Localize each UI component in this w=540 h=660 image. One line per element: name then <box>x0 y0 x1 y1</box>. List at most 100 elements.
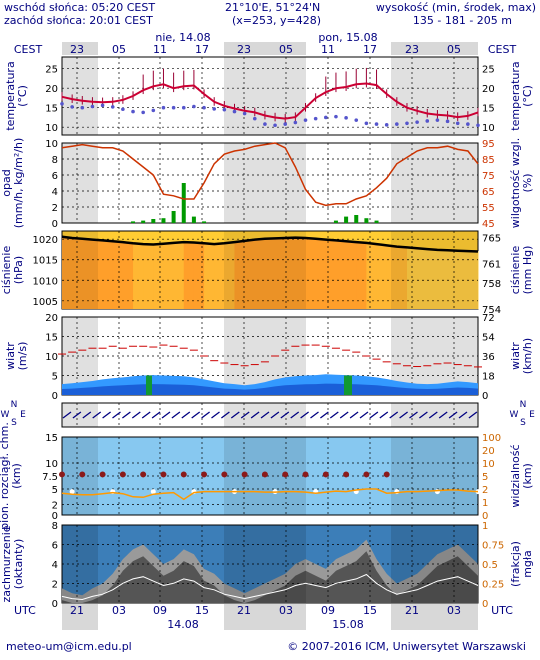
cloud-base-point <box>302 471 309 478</box>
hour-tick-label-top: 11 <box>321 43 335 56</box>
night-shade <box>224 231 306 309</box>
y-tick-left: 8 <box>52 155 58 166</box>
dewpoint-point <box>80 105 85 110</box>
ylabel-right: widzialność <box>509 444 522 507</box>
dewpoint-point <box>222 107 227 112</box>
hour-tick-label-bottom: 21 <box>70 604 84 617</box>
wind-direction-arrow <box>191 411 201 419</box>
visibility-point <box>150 489 156 495</box>
temperature-line <box>61 82 479 120</box>
visibility-line <box>61 488 479 501</box>
pressure-fill <box>234 242 246 309</box>
hour-tick-label-top: 05 <box>279 43 293 56</box>
y-tick-right: 20 <box>482 84 495 95</box>
y-tick-left: 20 <box>45 313 58 324</box>
cloud-base-point <box>201 471 208 478</box>
tz-left-top: CEST <box>14 43 43 56</box>
cloud-base-point <box>282 471 289 478</box>
pressure-fill <box>92 239 104 309</box>
y-tick-left: 0 <box>52 391 58 402</box>
dewpoint-point <box>70 105 74 109</box>
y-tick-right: 0 <box>482 391 488 402</box>
dewpoint-point <box>313 116 318 121</box>
y-tick-right: 95 <box>482 139 495 150</box>
pressure-fill <box>244 240 256 309</box>
ylabel-left: (oktanty) <box>12 539 25 590</box>
y-tick-right: 72 <box>482 313 495 324</box>
night-band <box>62 42 98 55</box>
ylabel-left: (km) <box>10 463 23 489</box>
dewpoint-point <box>354 118 359 122</box>
tz-left-bottom: UTC <box>14 604 36 617</box>
night-shade <box>391 231 478 309</box>
wind-direction-arrow <box>102 411 111 419</box>
y-tick-left: 6 <box>52 171 58 182</box>
night-band <box>391 604 478 630</box>
y-tick-right: 75 <box>482 171 495 182</box>
pressure-fill <box>72 237 83 309</box>
pressure-fill <box>417 248 428 309</box>
dewpoint-point <box>242 111 247 116</box>
y-tick-right: 1 <box>482 498 488 509</box>
compass-left: S <box>11 418 17 428</box>
cloud-base-point <box>180 471 187 478</box>
night-band <box>224 42 306 55</box>
hour-tick-label-top: 23 <box>70 43 84 56</box>
ylabel-left: wiatr <box>4 342 17 370</box>
ylabel-right: wilgotność wzgl. <box>509 138 522 228</box>
precip-bar <box>374 220 379 223</box>
y-tick-left: 0 <box>52 511 58 522</box>
dewpoint-point <box>232 109 237 114</box>
ylabel-right: ciśnienie <box>509 246 522 295</box>
y-tick-right: 758 <box>482 279 501 290</box>
hour-tick-label-top: 17 <box>363 43 377 56</box>
wind-direction-arrow <box>221 411 230 419</box>
cloud-base-point <box>99 471 106 478</box>
ylabel-left: zachmurzenie <box>0 525 13 602</box>
wind-direction-arrow <box>399 411 408 419</box>
wind-direction-arrow <box>419 411 428 419</box>
pressure-fill <box>447 250 459 309</box>
y-tick-left: 5 <box>52 372 58 383</box>
pressure-fill <box>315 238 327 309</box>
sunrise-text: wschód słońca: 05:20 CEST <box>4 1 156 14</box>
precip-bar <box>354 215 359 223</box>
ylabel-left: (°C) <box>16 85 29 107</box>
y-tick-left: 0 <box>52 599 58 610</box>
cloud-base-point <box>343 471 350 478</box>
dewpoint-point <box>405 121 409 126</box>
cloud-base-point <box>383 471 390 478</box>
wind-direction-arrow <box>230 411 240 419</box>
coordinates-text: 21°10'E, 51°24'N <box>225 1 321 14</box>
y-tick-left: 2 <box>52 501 58 512</box>
night-shade <box>62 231 98 309</box>
compass-left: N <box>11 400 18 410</box>
pressure-fill <box>193 242 205 309</box>
cloud-base-point <box>322 471 329 478</box>
y-tick-left: 2 <box>52 203 58 214</box>
pressure-fill <box>376 244 388 309</box>
panel-precip_humidity <box>61 142 479 224</box>
pressure-fill <box>143 244 154 309</box>
date-label-top: nie, 14.08 <box>155 31 210 44</box>
dewpoint-point <box>60 102 64 106</box>
pressure-fill <box>427 249 438 309</box>
dewpoint-point <box>445 119 450 124</box>
height-values: 135 - 181 - 205 m <box>412 14 512 27</box>
wind-direction-arrow <box>329 411 339 419</box>
wind-direction-arrow <box>240 411 250 419</box>
pressure-fill <box>346 241 357 309</box>
wind-direction-arrow <box>448 411 458 419</box>
ylabel-left: opad <box>0 169 13 196</box>
y-tick-right: 65 <box>482 187 495 198</box>
precip-bar <box>131 221 136 223</box>
pressure-fill <box>163 243 175 309</box>
pressure-fill <box>204 243 215 309</box>
night-shade <box>391 525 478 603</box>
compass-right: N <box>520 400 527 410</box>
precip-bar <box>171 211 176 223</box>
panel-frame <box>61 402 479 428</box>
y-tick-right: 18 <box>482 372 495 383</box>
contact-email-link[interactable]: meteo-um@icm.edu.pl <box>6 640 132 653</box>
dewpoint-point <box>151 108 156 113</box>
